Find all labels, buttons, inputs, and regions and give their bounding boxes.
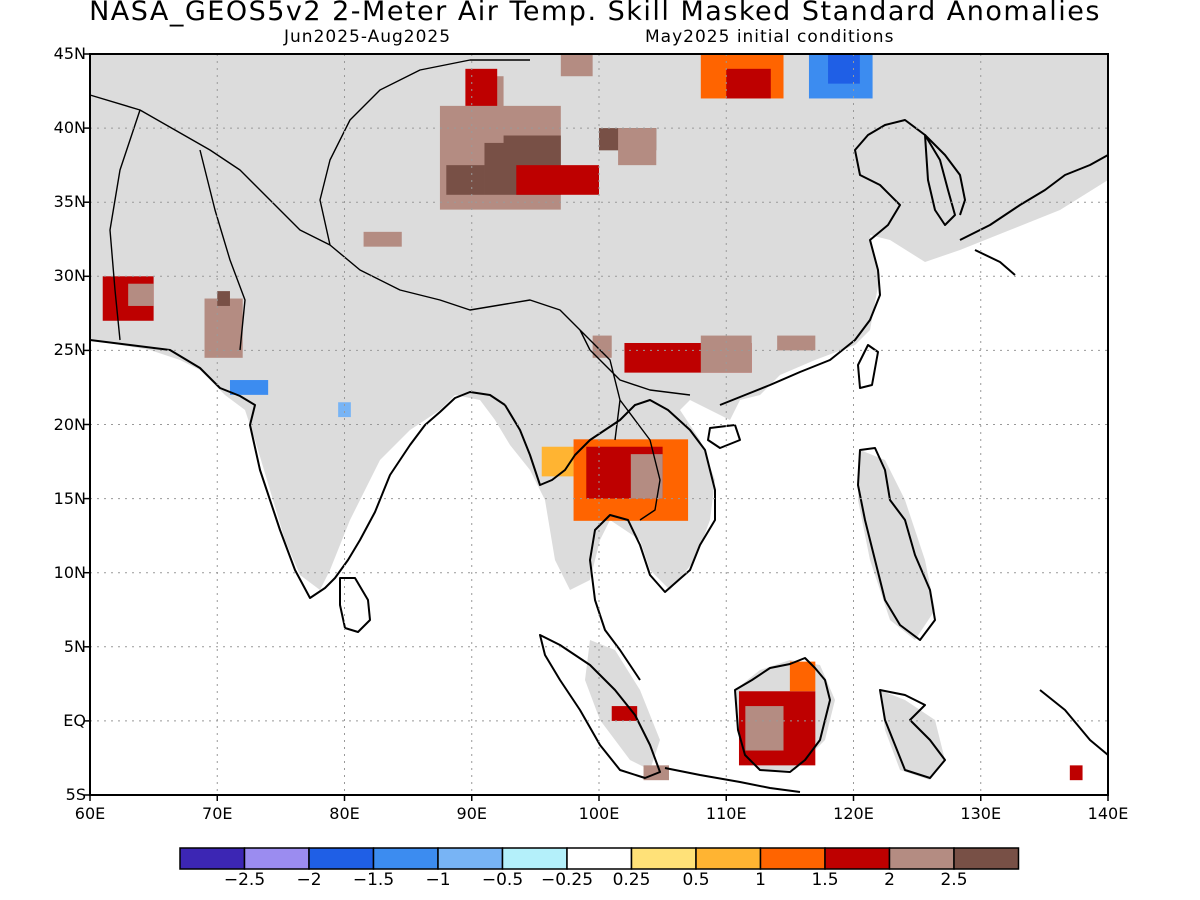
anomaly-region-guangdong: [777, 335, 816, 351]
colorbar-label: 2.5: [940, 870, 968, 890]
lat-tick-label: EQ: [63, 710, 86, 730]
lat-tick-label: 45N: [53, 44, 86, 63]
colorbar-label: 1: [755, 870, 766, 890]
sulawesi-mask: [880, 690, 945, 780]
colorbar-label: 1.5: [811, 870, 839, 890]
anomaly-region-afghanistan-core: [128, 283, 154, 306]
lon-tick-label: 60E: [74, 804, 106, 823]
axis-ticks: [84, 53, 1109, 801]
colorbar-label: −0.5: [481, 870, 524, 890]
sumatra-mask: [585, 640, 660, 770]
anomaly-region-myanmar: [541, 446, 574, 477]
season-subtitle: Jun2025-Aug2025: [284, 27, 452, 47]
coastline-java: [664, 767, 801, 793]
anomaly-region-laos-hot: [630, 454, 663, 499]
lon-tick-label: 140E: [1087, 804, 1129, 823]
lat-tick-label: 10N: [53, 562, 86, 582]
anomaly-region-sindh: [204, 298, 243, 358]
anomaly-region-new-guinea: [1069, 765, 1083, 781]
coastline-china: [719, 119, 966, 406]
coastline-india: [89, 339, 506, 599]
coastline-sulawesi: [879, 689, 946, 779]
anomaly-region-dzungaria-north: [465, 68, 498, 106]
lon-tick-label: 100E: [578, 804, 620, 823]
anomaly-region-borneo-core: [745, 706, 784, 751]
lon-tick-label: 80E: [329, 804, 360, 823]
colorbar-label: 0.25: [612, 870, 651, 890]
lon-tick-label: 90E: [456, 804, 487, 823]
lon-tick-label: 110E: [705, 804, 747, 823]
lat-tick-label: 15N: [53, 488, 86, 508]
anomaly-region-sindh-north: [217, 291, 230, 306]
anomaly-region-yunnan: [592, 335, 612, 358]
anomaly-region-tarim-west: [446, 165, 485, 195]
chart-title: NASA_GEOS5v2 2-Meter Air Temp. Skill Mas…: [89, 0, 1101, 27]
anomaly-region-mongolia-west: [560, 54, 593, 77]
coastline-srilanka: [339, 577, 371, 633]
border-lines: [89, 59, 691, 521]
philippines-mask: [858, 450, 935, 640]
anomaly-region-mongolia-east-hot: [726, 68, 771, 99]
lat-tick-label: 5S: [65, 785, 86, 804]
coastline-philippines: [857, 447, 936, 641]
anomaly-layer: [102, 54, 1083, 781]
lat-tick-label: 25N: [53, 340, 86, 360]
lon-tick-label: 130E: [960, 804, 1002, 823]
anomaly-region-india-cold: [338, 402, 351, 418]
lon-tick-label: 70E: [202, 804, 233, 823]
colorbar-label: −1: [425, 870, 451, 890]
colorbar-label: −0.25: [540, 870, 594, 890]
lat-tick-label: 40N: [53, 118, 86, 138]
coastline-borneo: [734, 657, 831, 773]
colorbar-label: −2: [296, 870, 322, 890]
lat-tick-label: 30N: [53, 266, 86, 286]
coastline-taiwan: [857, 344, 879, 389]
anomaly-region-qaidam: [516, 165, 599, 195]
lat-tick-label: 5N: [63, 636, 86, 656]
coastline-indochina: [504, 399, 716, 681]
graticule: [90, 54, 1108, 795]
colorbar-label: 0.5: [682, 870, 710, 890]
lat-tick-label: 20N: [53, 414, 86, 434]
anomaly-region-kashmir: [363, 231, 402, 247]
lon-tick-label: 120E: [833, 804, 874, 823]
coastline-hainan: [707, 424, 741, 449]
coastline-layer: [89, 59, 1109, 793]
colorbar-label: −2.5: [223, 870, 266, 890]
coastline-sumatra: [539, 634, 661, 779]
anomaly-region-borneo-north: [789, 661, 816, 692]
lat-tick-label: 35N: [53, 192, 86, 212]
coastline-japan: [959, 154, 1109, 276]
init-subtitle: May2025 initial conditions: [645, 27, 895, 47]
coastline-korea: [924, 134, 956, 226]
colorbar-label: 2: [884, 870, 895, 890]
colorbar-label: −1.5: [352, 870, 395, 890]
anomaly-region-manchuria-cold-core: [828, 54, 860, 84]
anomaly-region-gujarat-cold: [229, 380, 269, 395]
coastline-newguinea: [1039, 689, 1109, 756]
anomaly-region-gobi-2: [618, 128, 657, 166]
